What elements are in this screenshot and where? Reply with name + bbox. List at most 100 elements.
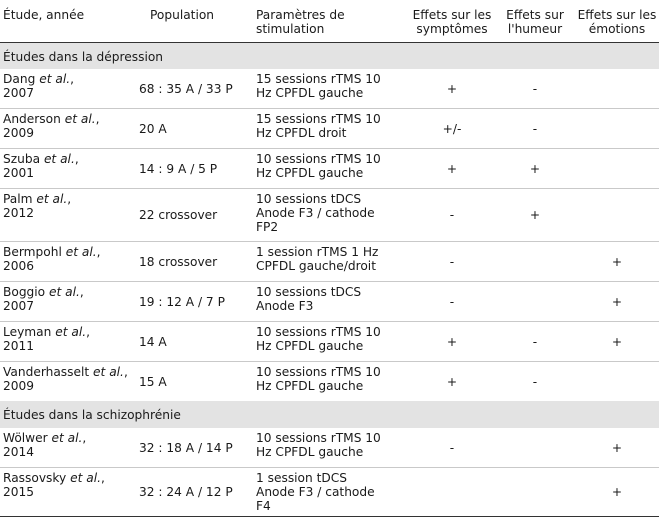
study-author: Anderson — [3, 112, 65, 126]
study-year: 2007 — [3, 299, 35, 313]
mood-effect-cell: - — [532, 81, 538, 96]
symptoms-effect-cell: + — [409, 148, 495, 189]
study-cell: Rassovsky et al., 2015 — [0, 467, 136, 517]
population-cell: 20 A — [136, 108, 253, 149]
header-population: Population — [150, 8, 215, 22]
table-row: Palm et al., 2012 22 crossover 10 sessions … — [0, 188, 659, 242]
study-etal: et al. — [43, 152, 75, 166]
study-etal: et al. — [51, 431, 83, 445]
section-header: Études dans la schizophrénie — [0, 401, 659, 428]
study-cell: Bermpohl et al., 2006 — [0, 241, 136, 282]
symptoms-effect-cell: - — [449, 440, 455, 455]
population-cell: 14 : 9 A / 5 P — [136, 148, 253, 189]
section-title: Études dans la dépression — [0, 42, 659, 69]
symptoms-effect-cell: + — [409, 361, 495, 401]
study-author: Dang — [3, 72, 40, 86]
study-cell: Vanderhasselt et al., 2009 — [0, 361, 136, 401]
mood-effect-cell: + — [495, 188, 575, 242]
study-cell: Leyman et al., 2011 — [0, 321, 136, 362]
header-params: Paramètres de stimulation — [256, 8, 345, 36]
params-cell: 10 sessions rTMS 10 Hz CPFDL gauche — [256, 431, 381, 459]
study-year: 2001 — [3, 166, 35, 180]
population-cell: 15 A — [136, 361, 253, 401]
mood-effect-cell: - — [495, 108, 575, 149]
params-cell: 1 session rTMS 1 Hz CPFDL gauche/droit — [253, 241, 409, 282]
population-cell: 32 : 24 A / 12 P — [136, 467, 253, 517]
table-row: Anderson et al., 2009 20 A 15 sessions rTMS… — [0, 108, 659, 149]
study-author: Szuba — [3, 152, 44, 166]
study-year: 2009 — [3, 379, 35, 393]
study-cell: Anderson et al., 2009 — [0, 108, 136, 149]
population-cell: 18 crossover — [136, 241, 253, 282]
study-author: Vanderhasselt — [3, 365, 94, 379]
population-cell: 14 A — [136, 321, 253, 362]
symptoms-effect-cell — [409, 467, 495, 517]
params-cell: 10 sessions tDCS Anode F3 / cathode FP2 — [253, 188, 409, 242]
study-etal: et al. — [65, 245, 97, 259]
mood-effect-cell: - — [495, 361, 575, 401]
header-study: Étude, année — [3, 8, 85, 22]
symptoms-effect-cell: + — [409, 321, 495, 362]
emotions-effect-cell: + — [575, 241, 659, 282]
study-cell: Wölwer et al., 2014 — [3, 431, 87, 459]
params-cell: 10 sessions rTMS 10 Hz CPFDL gauche — [253, 148, 409, 189]
params-cell: 10 sessions rTMS 10 Hz CPFDL gauche — [253, 361, 409, 401]
table-row: Wölwer et al., 2014 32 : 18 A / 14 P 10 ses… — [0, 428, 659, 468]
emotions-effect-cell: + — [611, 440, 623, 455]
mood-effect-cell: + — [495, 148, 575, 189]
study-author: Wölwer — [3, 431, 52, 445]
params-cell: 10 sessions rTMS 10 Hz CPFDL gauche — [253, 321, 409, 362]
emotions-effect-cell: + — [575, 281, 659, 322]
study-year: 2015 — [3, 485, 35, 499]
mood-effect-cell — [495, 467, 575, 517]
table-row: Bermpohl et al., 2006 18 crossover 1 sessio… — [0, 241, 659, 282]
header-symptoms: Effets sur les symptômes — [412, 8, 492, 36]
study-etal: et al. — [93, 365, 124, 379]
table-body: Études dans la dépression Dang et al., 200… — [0, 42, 659, 517]
population-cell: 19 : 12 A / 7 P — [136, 281, 253, 322]
study-author: Palm — [3, 192, 37, 206]
study-etal: et al. — [55, 325, 87, 339]
study-year: 2007 — [3, 86, 35, 100]
study-author: Bermpohl — [3, 245, 66, 259]
study-cell: Dang et al., 2007 — [3, 72, 74, 100]
population-cell: 32 : 18 A / 14 P — [139, 440, 233, 455]
population-cell: 22 crossover — [136, 188, 253, 242]
study-year: 2011 — [3, 339, 35, 353]
population-cell: 68 : 35 A / 33 P — [139, 81, 233, 96]
emotions-effect-cell — [575, 69, 659, 109]
study-etal: et al. — [49, 285, 80, 299]
table-row: Leyman et al., 2011 14 A 10 sessions rTMS 1… — [0, 321, 659, 362]
emotions-effect-cell: + — [575, 467, 659, 517]
emotions-effect-cell: + — [575, 321, 659, 362]
study-cell: Boggio et al., 2007 — [0, 281, 136, 322]
params-cell: 15 sessions rTMS 10 Hz CPFDL droit — [253, 108, 409, 149]
study-year: 2009 — [3, 126, 35, 140]
table-row: Vanderhasselt et al., 2009 15 A 10 sessions… — [0, 361, 659, 401]
study-author: Rassovsky — [3, 471, 71, 485]
study-year: 2012 — [3, 206, 35, 220]
symptoms-effect-cell: - — [409, 241, 495, 282]
section-title: Études dans la schizophrénie — [0, 401, 659, 428]
mood-effect-cell — [495, 428, 575, 468]
symptoms-effect-cell: + — [446, 81, 458, 96]
emotions-effect-cell — [575, 361, 659, 401]
study-etal: et al. — [36, 192, 68, 206]
study-author: Leyman — [3, 325, 56, 339]
table-header: Étude, année Population Paramètres de st… — [0, 0, 659, 42]
study-cell: Szuba et al., 2001 — [0, 148, 136, 189]
mood-effect-cell: - — [495, 321, 575, 362]
header-emotions: Effets sur les émotions — [577, 8, 657, 36]
emotions-effect-cell — [575, 148, 659, 189]
symptoms-effect-cell: - — [409, 281, 495, 322]
table-row: Dang et al., 2007 68 : 35 A / 33 P 15 sessi… — [0, 69, 659, 109]
mood-effect-cell — [495, 241, 575, 282]
symptoms-effect-cell: - — [409, 188, 495, 242]
study-etal: et al. — [70, 471, 101, 485]
study-year: 2014 — [3, 445, 35, 459]
symptoms-effect-cell: +/- — [409, 108, 495, 149]
section-header: Études dans la dépression — [0, 42, 659, 69]
params-cell: 15 sessions rTMS 10 Hz CPFDL gauche — [256, 72, 381, 100]
